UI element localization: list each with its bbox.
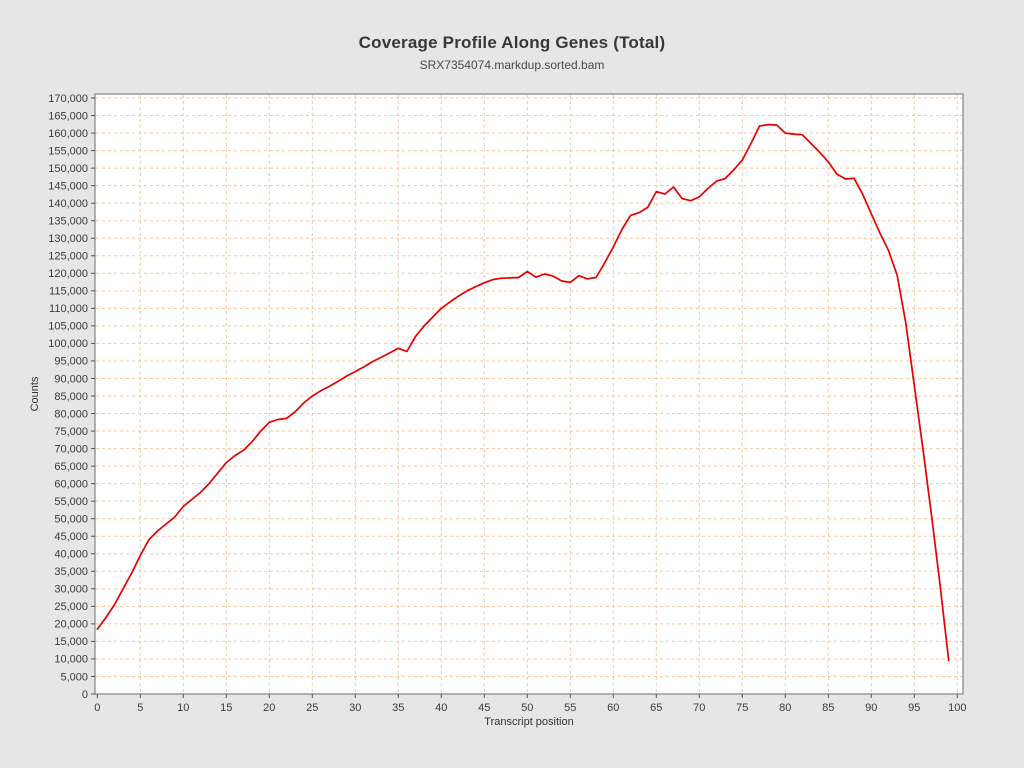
coverage-series-line bbox=[96, 123, 950, 662]
y-tick-label: 35,000 bbox=[54, 566, 88, 578]
x-tick-label: 70 bbox=[693, 702, 705, 714]
series-lines bbox=[96, 123, 950, 662]
y-tick-label: 135,000 bbox=[48, 216, 88, 228]
chart-subtitle: SRX7354074.markdup.sorted.bam bbox=[419, 58, 605, 72]
chart-title: Coverage Profile Along Genes (Total) bbox=[358, 33, 666, 52]
y-tick-label: 40,000 bbox=[54, 549, 88, 561]
y-tick-label: 10,000 bbox=[54, 654, 88, 666]
grid-lines bbox=[96, 95, 962, 693]
x-tick-label: 95 bbox=[908, 702, 920, 714]
y-tick-label: 120,000 bbox=[48, 268, 88, 280]
y-tick-label: 100,000 bbox=[48, 338, 88, 350]
y-tick-label: 160,000 bbox=[48, 128, 88, 140]
x-tick-label: 80 bbox=[779, 702, 791, 714]
y-tick-label: 80,000 bbox=[54, 408, 88, 420]
y-tick-label: 75,000 bbox=[54, 426, 88, 438]
y-tick-label: 105,000 bbox=[48, 321, 88, 333]
x-tick-label: 40 bbox=[435, 702, 447, 714]
x-tick-label: 75 bbox=[736, 702, 748, 714]
x-tick-label: 15 bbox=[220, 702, 232, 714]
y-tick-label: 45,000 bbox=[54, 531, 88, 543]
y-tick-label: 125,000 bbox=[48, 251, 88, 263]
y-tick-label: 90,000 bbox=[54, 373, 88, 385]
y-tick-label: 15,000 bbox=[54, 636, 88, 648]
y-tick-label: 170,000 bbox=[48, 93, 88, 105]
y-tick-label: 165,000 bbox=[48, 110, 88, 122]
y-tick-label: 20,000 bbox=[54, 619, 88, 631]
y-tick-label: 0 bbox=[82, 689, 88, 701]
y-axis-title: Counts bbox=[29, 376, 41, 411]
y-tick-label: 65,000 bbox=[54, 461, 88, 473]
x-tick-label: 5 bbox=[137, 702, 143, 714]
axis-ticks bbox=[91, 97, 958, 698]
x-tick-label: 10 bbox=[177, 702, 189, 714]
y-tick-label: 155,000 bbox=[48, 145, 88, 157]
x-tick-label: 30 bbox=[349, 702, 361, 714]
y-tick-label: 30,000 bbox=[54, 584, 88, 596]
axis-tick-labels: 0 5 10 15 20 25 30 35 40 45 50 55 60 65 70 75 80 85 90 95 10… bbox=[48, 93, 966, 714]
y-tick-label: 50,000 bbox=[54, 514, 88, 526]
x-tick-label: 35 bbox=[392, 702, 404, 714]
y-tick-label: 25,000 bbox=[54, 601, 88, 613]
plot-background bbox=[94, 93, 964, 695]
y-tick-label: 150,000 bbox=[48, 163, 88, 175]
y-tick-label: 5,000 bbox=[60, 671, 88, 683]
y-tick-label: 55,000 bbox=[54, 496, 88, 508]
x-tick-label: 20 bbox=[263, 702, 275, 714]
x-tick-label: 50 bbox=[521, 702, 533, 714]
x-tick-label: 45 bbox=[478, 702, 490, 714]
x-tick-label: 100 bbox=[948, 702, 966, 714]
x-tick-label: 85 bbox=[822, 702, 834, 714]
x-tick-label: 65 bbox=[650, 702, 662, 714]
y-tick-label: 85,000 bbox=[54, 391, 88, 403]
x-axis-title: Transcript position bbox=[484, 716, 573, 728]
plot-area bbox=[94, 93, 964, 695]
x-tick-label: 60 bbox=[607, 702, 619, 714]
y-tick-label: 95,000 bbox=[54, 356, 88, 368]
y-tick-label: 110,000 bbox=[49, 303, 88, 315]
x-tick-label: 55 bbox=[564, 702, 576, 714]
x-tick-label: 90 bbox=[865, 702, 877, 714]
x-tick-label: 0 bbox=[94, 702, 100, 714]
y-tick-label: 70,000 bbox=[54, 443, 88, 455]
y-tick-label: 140,000 bbox=[48, 198, 88, 210]
y-tick-label: 145,000 bbox=[48, 180, 88, 192]
x-tick-label: 25 bbox=[306, 702, 318, 714]
y-tick-label: 130,000 bbox=[48, 233, 88, 245]
y-tick-label: 115,000 bbox=[49, 286, 88, 298]
y-tick-label: 60,000 bbox=[54, 478, 88, 490]
